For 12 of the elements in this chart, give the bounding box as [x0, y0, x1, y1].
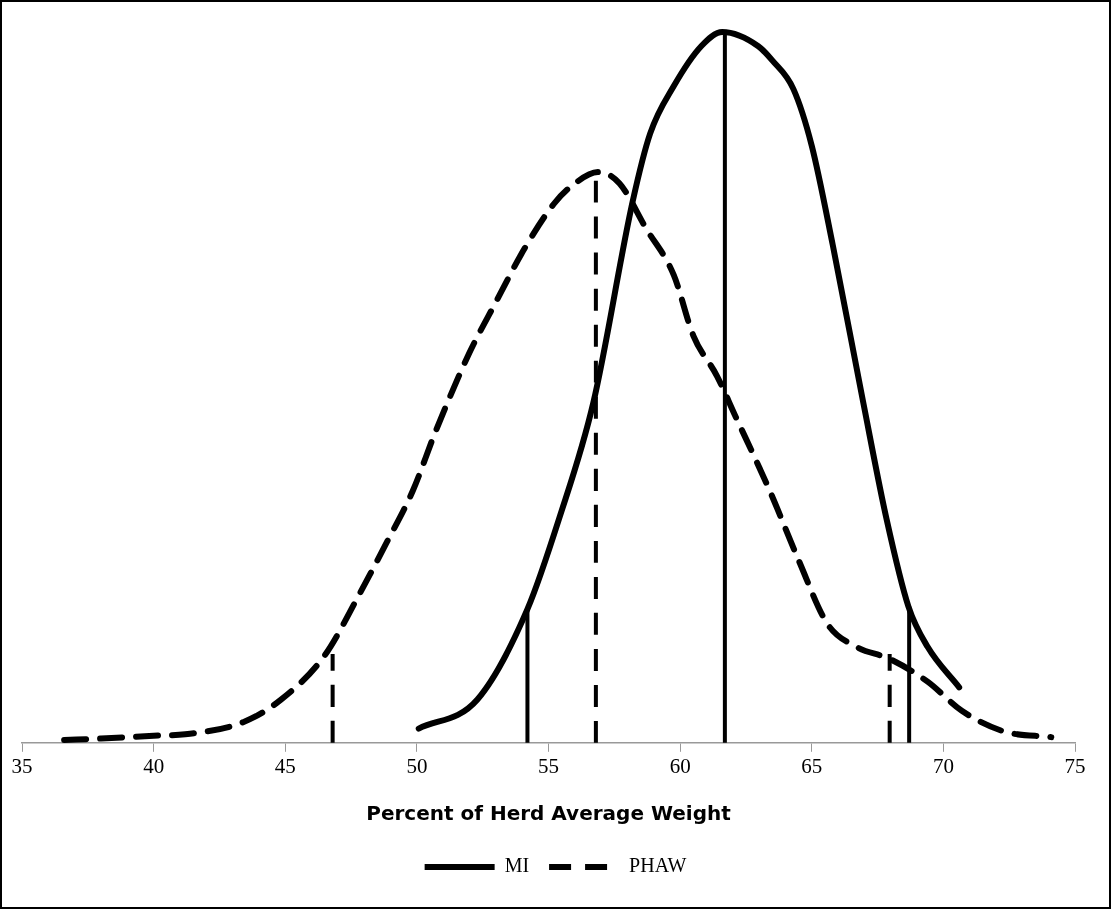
x-tick-label: 50: [406, 753, 428, 778]
x-tick-label: 35: [11, 753, 33, 778]
x-tick-label: 55: [538, 753, 559, 778]
x-tick-label: 40: [143, 753, 165, 778]
x-tick-label: 70: [932, 753, 954, 778]
x-tick-label: 75: [1064, 753, 1086, 778]
legend-label: PHAW: [629, 854, 687, 877]
x-tick-label: 45: [274, 753, 296, 778]
legend-label: MI: [504, 854, 530, 877]
x-tick-label: 65: [801, 753, 823, 778]
x-axis-title: Percent of Herd Average Weight: [366, 801, 732, 826]
x-tick-label: 60: [669, 753, 691, 778]
